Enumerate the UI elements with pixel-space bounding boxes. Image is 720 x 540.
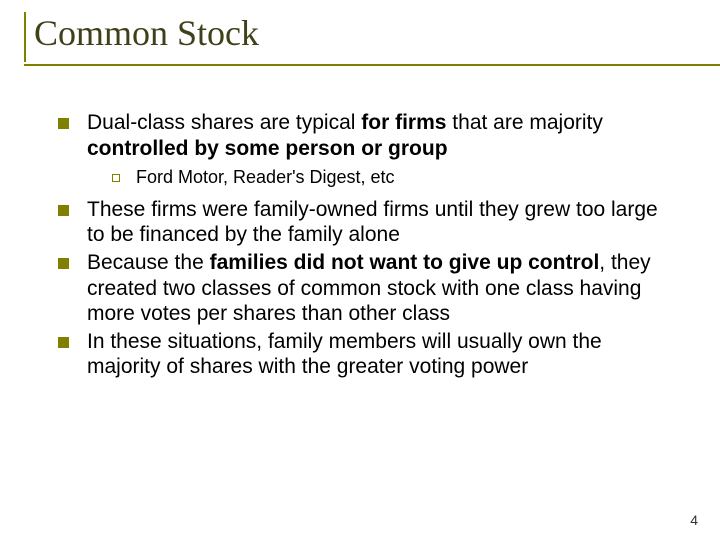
slide-title: Common Stock bbox=[34, 12, 696, 62]
square-bullet-icon bbox=[58, 337, 69, 348]
bullet-level1: These firms were family-owned firms unti… bbox=[58, 197, 676, 248]
content-area: Dual-class shares are typical for firms … bbox=[24, 66, 696, 380]
bullet-text: These firms were family-owned firms unti… bbox=[87, 197, 676, 248]
title-block: Common Stock bbox=[24, 12, 696, 62]
slide: Common Stock Dual-class shares are typic… bbox=[0, 0, 720, 540]
bullet-text: Because the families did not want to giv… bbox=[87, 250, 676, 327]
bullet-text: Dual-class shares are typical for firms … bbox=[87, 110, 676, 161]
bullet-level1: In these situations, family members will… bbox=[58, 329, 676, 380]
square-bullet-icon bbox=[58, 205, 69, 216]
bullet-level2: Ford Motor, Reader's Digest, etc bbox=[112, 167, 676, 189]
bullet-level1: Because the families did not want to giv… bbox=[58, 250, 676, 327]
bullet-text: In these situations, family members will… bbox=[87, 329, 676, 380]
bullet-level1: Dual-class shares are typical for firms … bbox=[58, 110, 676, 161]
square-bullet-icon bbox=[58, 118, 69, 129]
outline-square-bullet-icon bbox=[112, 174, 120, 182]
square-bullet-icon bbox=[58, 258, 69, 269]
bullet-text: Ford Motor, Reader's Digest, etc bbox=[136, 167, 395, 189]
page-number: 4 bbox=[690, 512, 698, 528]
